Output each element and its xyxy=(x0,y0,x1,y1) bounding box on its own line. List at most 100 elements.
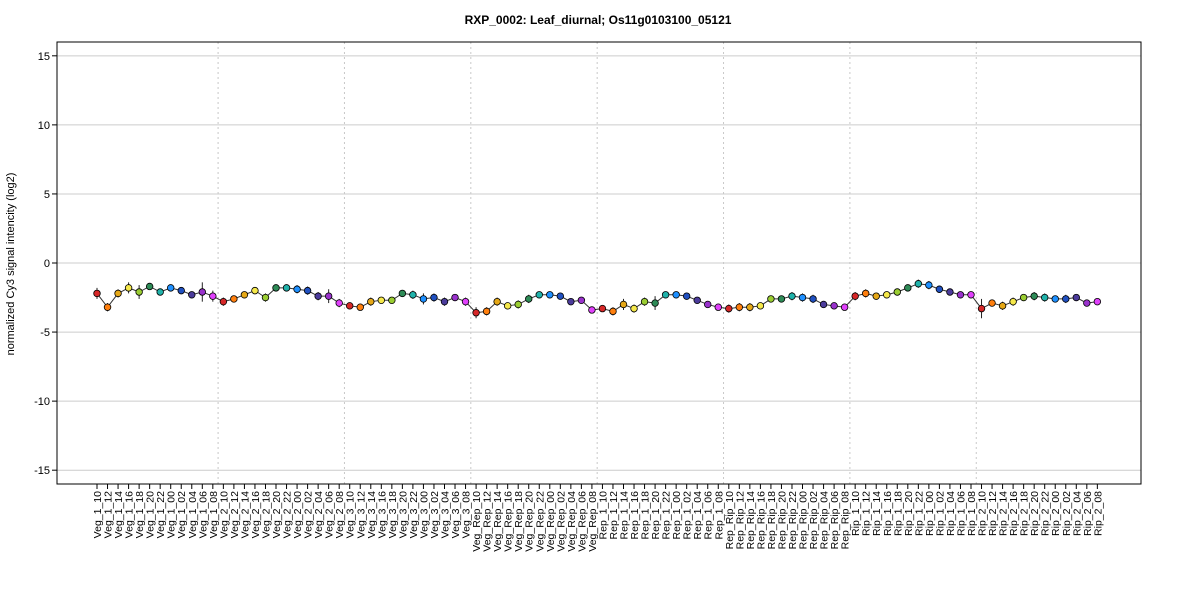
x-tick-label: Rep_Rip_00 xyxy=(798,491,810,550)
x-tick-label: Veg_3_20 xyxy=(397,491,409,538)
x-tick-label: Rip_1_20 xyxy=(903,491,915,536)
data-point xyxy=(830,302,838,310)
data-point xyxy=(367,297,375,306)
x-tick-label: Rip_2_00 xyxy=(1050,491,1062,536)
x-tick-label: Veg_1_04 xyxy=(187,491,199,538)
data-point xyxy=(503,302,512,310)
x-tick-label: Rep_1_08 xyxy=(713,491,725,540)
x-tick-label: Veg_1_12 xyxy=(103,491,115,538)
data-point xyxy=(461,297,470,306)
data-point xyxy=(1072,293,1080,302)
data-point xyxy=(609,307,617,316)
x-tick-label: Rip_2_20 xyxy=(1029,491,1041,536)
x-tick-label: Rep_Rip_20 xyxy=(776,491,788,550)
data-point xyxy=(1051,295,1059,303)
x-tick-label: Rep_1_12 xyxy=(608,491,620,540)
data-point xyxy=(840,303,849,311)
data-point xyxy=(777,295,786,303)
x-tick-label: Veg_Rep_10 xyxy=(471,491,483,552)
data-points xyxy=(93,280,1102,317)
data-point xyxy=(988,299,996,307)
x-tick-label: Veg_Rep_18 xyxy=(513,491,525,552)
x-tick-label: Rip_1_10 xyxy=(850,491,862,536)
x-tick-label: Veg_Rep_20 xyxy=(524,491,536,552)
y-tick-label: 0 xyxy=(44,258,50,270)
data-point xyxy=(788,292,796,300)
data-point xyxy=(451,293,459,302)
x-tick-label: Veg_2_02 xyxy=(303,491,315,538)
data-point xyxy=(93,289,101,298)
x-tick-label: Rip_2_12 xyxy=(987,491,999,536)
x-tick-label: Veg_Rep_12 xyxy=(482,491,494,552)
x-tick-label: Rep_Rip_12 xyxy=(734,491,746,550)
x-tick-label: Rip_1_12 xyxy=(861,491,873,536)
data-point xyxy=(230,295,238,303)
data-point xyxy=(967,291,975,299)
data-point xyxy=(714,303,722,311)
x-tick-label: Rip_2_18 xyxy=(1019,491,1031,536)
x-tick-label: Veg_3_22 xyxy=(408,491,420,538)
x-tick-label: Veg_2_12 xyxy=(229,491,241,538)
data-point xyxy=(314,292,322,300)
x-tick-label: Veg_1_22 xyxy=(155,491,167,538)
data-point xyxy=(1093,297,1102,306)
data-point xyxy=(935,285,944,293)
data-point xyxy=(682,292,691,300)
x-tick-label: Veg_3_02 xyxy=(429,491,441,538)
data-point xyxy=(135,288,143,296)
data-point xyxy=(346,302,354,310)
x-tick-label: Veg_3_08 xyxy=(461,491,473,538)
group-separators xyxy=(217,42,977,484)
data-point xyxy=(482,307,491,316)
data-point xyxy=(440,297,449,306)
x-tick-label: Veg_1_20 xyxy=(145,491,157,538)
x-tick-label: Rep_1_10 xyxy=(597,491,609,540)
x-tick-label: Rip_2_06 xyxy=(1082,491,1094,536)
x-tick-label: Veg_2_06 xyxy=(324,491,336,538)
data-point xyxy=(124,284,133,292)
x-tick-label: Veg_3_06 xyxy=(450,491,462,538)
grid-layer xyxy=(57,55,1141,471)
x-tick-label: Veg_1_06 xyxy=(197,491,209,538)
data-point xyxy=(356,303,364,311)
x-tick-label: Veg_2_22 xyxy=(282,491,294,538)
x-tick-label: Rep_Rip_04 xyxy=(819,491,831,550)
data-point xyxy=(956,291,965,299)
x-tick-label: Rep_1_18 xyxy=(640,491,652,540)
x-tick-label: Rip_2_10 xyxy=(977,491,989,536)
data-point xyxy=(177,286,185,295)
chart-title: RXP_0002: Leaf_diurnal; Os11g0103100_051… xyxy=(465,13,732,27)
data-point xyxy=(977,304,986,313)
x-tick-label: Rip_2_08 xyxy=(1092,491,1104,536)
x-tick-label: Rip_1_18 xyxy=(892,491,904,536)
x-tick-label: Veg_2_04 xyxy=(313,491,325,538)
data-point xyxy=(377,296,386,304)
data-point xyxy=(493,297,501,306)
data-point xyxy=(883,291,891,299)
x-tick-label: Veg_Rep_06 xyxy=(576,491,588,552)
data-point xyxy=(914,280,923,288)
x-tick-label: Rip_2_16 xyxy=(1008,491,1020,536)
data-point xyxy=(756,302,765,310)
data-point xyxy=(925,281,933,289)
y-axis: -15 -10 -5 0 5 10 15 xyxy=(34,51,57,477)
x-tick-label: Veg_1_14 xyxy=(113,491,125,538)
x-tick-label: Veg_Rep_04 xyxy=(566,491,578,552)
x-tick-label: Rip_1_00 xyxy=(924,491,936,536)
x-tick-label: Rip_2_04 xyxy=(1071,491,1083,536)
y-tick-label: -15 xyxy=(34,465,50,477)
data-point xyxy=(209,292,217,300)
data-point xyxy=(156,288,164,296)
data-point xyxy=(398,289,407,298)
x-tick-label: Rep_1_20 xyxy=(650,491,662,540)
x-tick-label: Rip_1_14 xyxy=(871,491,883,536)
x-tick-label: Veg_1_08 xyxy=(208,491,220,538)
y-tick-label: 5 xyxy=(44,189,50,201)
x-tick-label: Veg_2_14 xyxy=(239,491,251,538)
data-point xyxy=(567,297,575,306)
x-tick-label: Rip_2_22 xyxy=(1040,491,1052,536)
x-tick-label: Rep_1_06 xyxy=(703,491,715,540)
x-tick-label: Rep_1_14 xyxy=(619,491,631,540)
y-tick-label: 10 xyxy=(38,120,50,132)
